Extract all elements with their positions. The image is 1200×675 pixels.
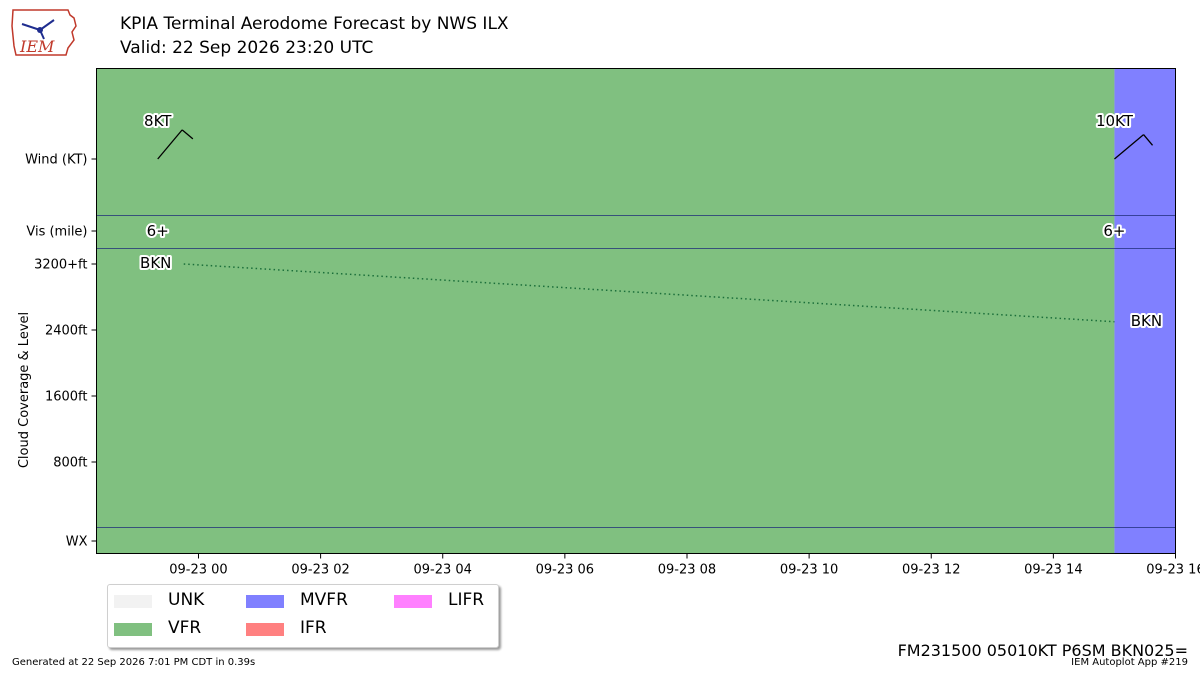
legend-swatch — [394, 595, 432, 608]
legend-label: VFR — [168, 618, 202, 638]
legend-swatch — [114, 623, 152, 636]
legend: UNK MVFR LIFR VFR IFR — [107, 584, 499, 648]
wind-barb-flag — [181, 129, 194, 140]
x-tick-label: 09-23 08 — [658, 563, 716, 578]
generated-footer: Generated at 22 Sep 2026 7:01 PM CDT in … — [12, 657, 256, 668]
wind-barbs — [157, 129, 1154, 160]
category-bands — [96, 68, 1176, 554]
x-tick-label: 09-23 02 — [291, 563, 349, 578]
y-axis-label: Cloud Coverage & Level — [17, 312, 32, 468]
wind-speed-label: 8KT — [144, 112, 172, 130]
chart-subtitle: Valid: 22 Sep 2026 23:20 UTC — [120, 38, 374, 58]
x-tick-label: 09-23 10 — [780, 563, 838, 578]
cloud-coverage-label: BKN — [140, 254, 171, 272]
legend-label: LIFR — [448, 590, 485, 610]
legend-label: MVFR — [300, 590, 348, 610]
x-tick-label: 09-23 06 — [536, 563, 594, 578]
y-tick-label: 2400ft — [45, 324, 88, 339]
x-tick-label: 09-23 00 — [169, 563, 227, 578]
y-tick-label: 800ft — [53, 456, 87, 471]
x-tick-label: 09-23 04 — [414, 563, 472, 578]
data-labels: 8KT 6+ BKN 10KT 6+ BKN — [138, 110, 1164, 332]
category-band-vfr — [96, 68, 1115, 554]
y-axis: Wind (KT) Vis (mile) WX 3200+ft 2400ft 1600ft… — [25, 153, 97, 550]
y-tick-label: 1600ft — [45, 390, 88, 405]
legend-swatch — [246, 595, 284, 608]
x-tick-label: 09-23 12 — [902, 563, 960, 578]
x-tick-label: 09-23 14 — [1024, 563, 1082, 578]
plot-frame — [96, 68, 1176, 554]
y-tick-label: Vis (mile) — [26, 225, 87, 240]
wind-barb-flag — [1143, 134, 1154, 146]
chart-title: KPIA Terminal Aerodome Forecast by NWS I… — [120, 14, 509, 34]
visibility-label: 6+ — [1103, 222, 1125, 240]
wind-speed-label: 10KT — [1096, 112, 1134, 130]
raw-taf-text: FM231500 05010KT P6SM BKN025= — [897, 641, 1188, 660]
iowa-outline-icon — [11, 9, 77, 56]
y-tick-label: 3200+ft — [34, 258, 87, 273]
legend-label: UNK — [168, 590, 205, 610]
x-axis: 09-23 00 09-23 02 09-23 04 09-23 06 09-23 08… — [169, 553, 1200, 578]
y-tick-label: Wind (KT) — [25, 153, 87, 168]
visibility-label: 6+ — [147, 222, 169, 240]
legend-label: IFR — [300, 618, 327, 638]
row-separators — [96, 215, 1176, 528]
x-tick-label: 09-23 16 — [1146, 563, 1200, 578]
y-tick-label: WX — [66, 535, 88, 550]
app-footer: IEM Autoplot App #219 — [1071, 657, 1188, 668]
legend-swatch — [114, 595, 152, 608]
wind-barb-staff — [157, 129, 183, 160]
logo-text: IEM — [19, 37, 55, 56]
category-band-mvfr — [1114, 68, 1176, 554]
cloud-coverage-label: BKN — [1131, 312, 1162, 330]
iem-logo: IEM — [10, 6, 80, 58]
wind-barb-staff — [1114, 134, 1144, 160]
legend-swatch — [246, 623, 284, 636]
